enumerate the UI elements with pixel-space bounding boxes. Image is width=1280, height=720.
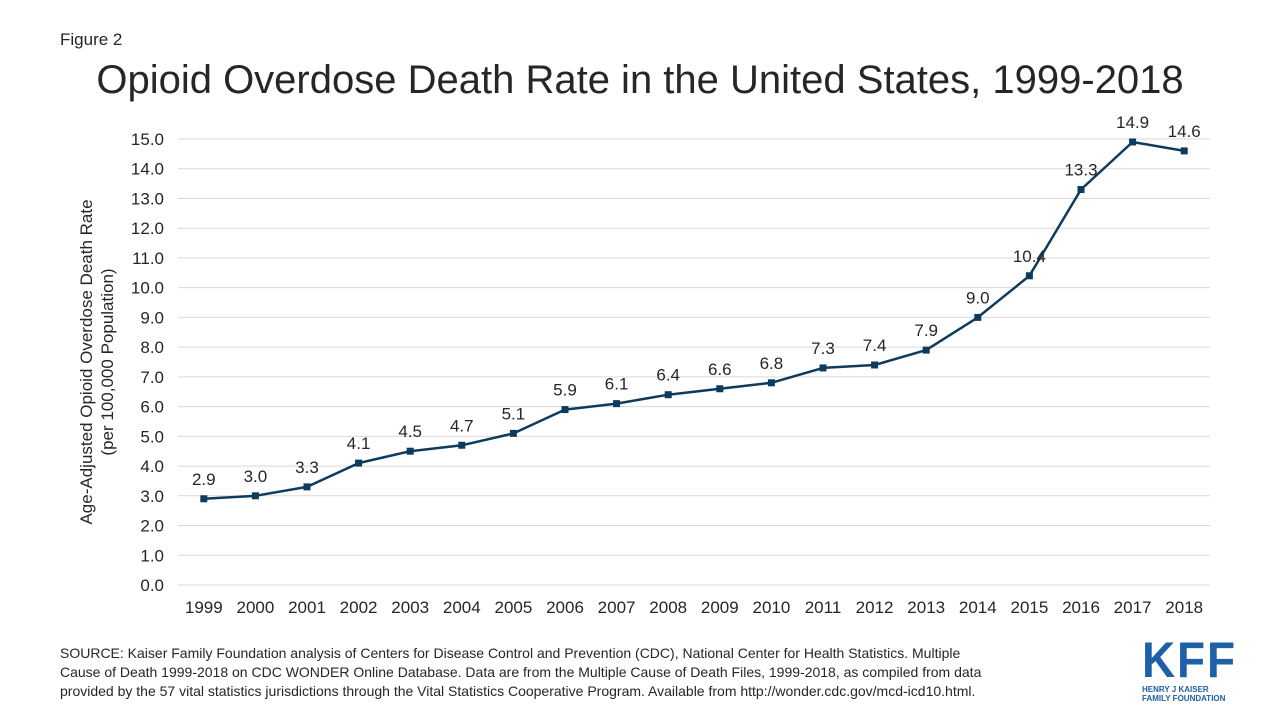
kff-logo: KFF HENRY J KAISER FAMILY FOUNDATION: [1142, 632, 1242, 703]
y-tick-label: 2.0: [140, 517, 164, 536]
kff-logo-line1: HENRY J KAISER: [1142, 685, 1209, 694]
kff-logo-subtitle: HENRY J KAISER FAMILY FOUNDATION: [1142, 685, 1242, 703]
data-point: [1180, 147, 1188, 155]
data-label: 2.9: [192, 470, 216, 489]
x-tick-label: 2012: [856, 598, 894, 617]
y-tick-label: 8.0: [140, 338, 164, 357]
source-note: SOURCE: Kaiser Family Foundation analysi…: [60, 644, 1120, 701]
y-tick-label: 12.0: [131, 219, 164, 238]
data-label: 4.5: [398, 422, 422, 441]
source-line-3: provided by the 57 vital statistics juri…: [60, 683, 976, 699]
x-axis-ticks: 1999 2000 2001 2002 2003 2004 2005 2006 2007 2008…: [185, 598, 1203, 617]
x-tick-label: 2000: [236, 598, 274, 617]
x-tick-label: 2002: [340, 598, 378, 617]
data-label: 9.0: [966, 288, 990, 307]
data-point: [251, 492, 259, 500]
y-tick-label: 4.0: [140, 457, 164, 476]
x-tick-label: 2014: [959, 598, 997, 617]
x-tick-label: 2013: [907, 598, 945, 617]
data-point: [355, 459, 363, 467]
data-label: 7.9: [914, 321, 938, 340]
y-tick-label: 6.0: [140, 398, 164, 417]
data-point: [561, 406, 569, 414]
data-point: [509, 429, 517, 437]
y-axis-label-line2: (per 100,000 Population): [98, 268, 117, 455]
gridlines: [178, 138, 1210, 586]
x-tick-label: 2018: [1165, 598, 1203, 617]
data-point: [458, 441, 466, 449]
data-point: [406, 447, 414, 455]
data-point: [716, 385, 724, 393]
data-label: 4.1: [347, 434, 371, 453]
y-tick-label: 13.0: [131, 189, 164, 208]
data-label: 13.3: [1064, 161, 1097, 180]
data-label: 5.9: [553, 381, 577, 400]
data-point: [1077, 186, 1085, 194]
data-point: [819, 364, 827, 372]
x-tick-label: 2001: [288, 598, 326, 617]
data-point: [303, 483, 311, 491]
x-tick-label: 2017: [1114, 598, 1152, 617]
y-tick-label: 7.0: [140, 368, 164, 387]
y-axis-label: Age-Adjusted Opioid Overdose Death Rate …: [77, 199, 117, 524]
x-tick-label: 2011: [805, 598, 842, 617]
data-point: [200, 495, 208, 503]
data-label: 14.9: [1116, 113, 1149, 132]
data-point: [1129, 138, 1137, 146]
data-point: [613, 400, 621, 408]
data-label: 3.0: [244, 467, 268, 486]
data-label: 6.6: [708, 360, 732, 379]
y-tick-label: 0.0: [140, 576, 164, 595]
data-point: [974, 313, 982, 321]
data-label: 5.1: [502, 404, 526, 423]
source-line-1: SOURCE: Kaiser Family Foundation analysi…: [60, 645, 961, 661]
data-label: 14.6: [1168, 122, 1201, 141]
data-point: [767, 379, 775, 387]
chart-title: Opioid Overdose Death Rate in the United…: [96, 58, 1184, 102]
data-point: [922, 346, 930, 354]
y-axis-ticks: 0.0 1.0 2.0 3.0 4.0 5.0 6.0 7.0 8.0 9.0 10.0 11.0 12…: [131, 130, 164, 595]
data-label: 6.1: [605, 375, 629, 394]
data-label: 4.7: [450, 416, 474, 435]
y-tick-label: 15.0: [131, 130, 164, 149]
data-point: [1025, 272, 1033, 280]
data-label: 7.3: [811, 339, 835, 358]
kff-logo-mark: KFF: [1142, 632, 1237, 688]
y-tick-label: 10.0: [131, 279, 164, 298]
x-tick-label: 2008: [649, 598, 687, 617]
figure-label: Figure 2: [60, 30, 123, 49]
source-line-2: Cause of Death 1999-2018 on CDC WONDER O…: [60, 664, 982, 680]
series-opioid-rate: [200, 138, 1188, 503]
data-point: [664, 391, 672, 399]
data-label: 6.4: [656, 366, 680, 385]
data-label: 10.4: [1013, 247, 1046, 266]
x-tick-label: 2015: [1010, 598, 1048, 617]
y-tick-label: 9.0: [140, 308, 164, 327]
data-point: [871, 361, 879, 369]
kff-logo-line2: FAMILY FOUNDATION: [1142, 694, 1226, 703]
data-label: 7.4: [863, 336, 887, 355]
data-label: 3.3: [295, 458, 319, 477]
y-tick-label: 3.0: [140, 487, 164, 506]
x-tick-label: 2003: [391, 598, 429, 617]
y-tick-label: 11.0: [132, 249, 164, 268]
y-tick-label: 1.0: [140, 546, 164, 565]
x-tick-label: 2009: [701, 598, 739, 617]
x-tick-label: 2005: [494, 598, 532, 617]
line-chart: 0.0 1.0 2.0 3.0 4.0 5.0 6.0 7.0 8.0 9.0 10.0 11.0 12…: [77, 113, 1210, 617]
y-tick-label: 5.0: [140, 427, 164, 446]
x-tick-label: 2010: [752, 598, 790, 617]
series-line: [203, 140, 1185, 501]
x-tick-label: 2006: [546, 598, 584, 617]
y-axis-label-line1: Age-Adjusted Opioid Overdose Death Rate: [77, 199, 96, 524]
x-tick-label: 1999: [185, 598, 223, 617]
x-tick-label: 2016: [1062, 598, 1100, 617]
x-tick-label: 2007: [598, 598, 636, 617]
data-label: 6.8: [760, 354, 784, 373]
data-labels: 2.9 3.0 3.3 4.1 4.5 4.7 5.1 5.9 6.1 6.4 6.6 6.8 7.3 7…: [192, 113, 1201, 489]
y-tick-label: 14.0: [131, 160, 164, 179]
x-tick-label: 2004: [443, 598, 481, 617]
